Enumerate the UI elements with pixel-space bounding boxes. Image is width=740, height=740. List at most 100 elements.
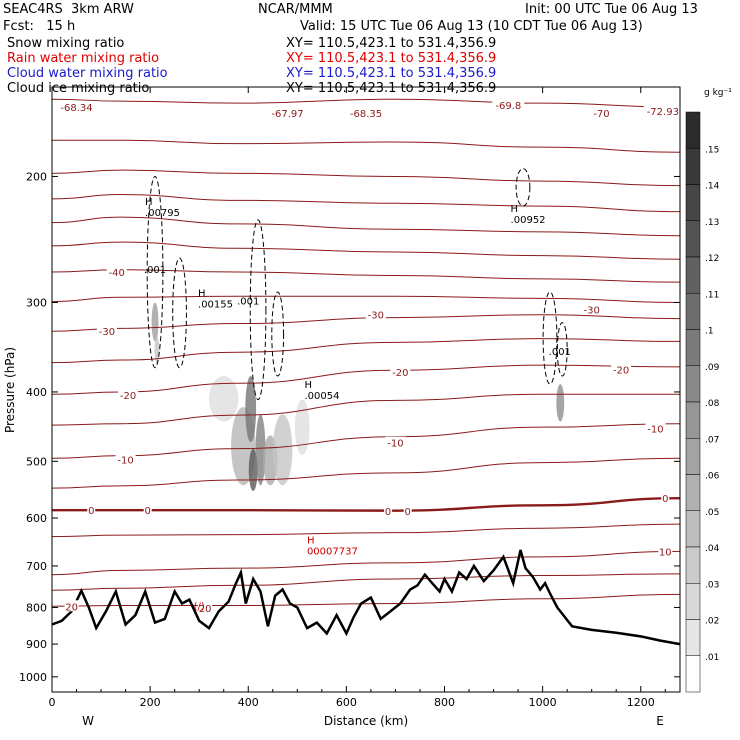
colorbar: .01 .02 .03 .04 .05 .06 .07 .08 .09 .1 .11 .12 .13 .1…	[685, 111, 720, 693]
ice-contour-2	[249, 219, 267, 401]
ice-contour-5	[542, 291, 558, 385]
colorbar-swatch-4	[685, 256, 701, 294]
temp-contour-label-5: -72.93	[647, 107, 679, 118]
shading-cell-0	[151, 302, 159, 342]
colorbar-swatch-3	[685, 220, 701, 258]
isotherm--70	[51, 98, 681, 108]
colorbar-label-7: .08	[705, 399, 720, 409]
ice-contour-1	[172, 257, 187, 369]
extremum-value-1: .00155	[198, 300, 233, 311]
colorbar-label-6: .07	[705, 435, 719, 445]
isotherm-5	[51, 523, 681, 538]
x-tick-label-600: 600	[336, 696, 357, 709]
colorbar-label-3: .04	[705, 544, 720, 554]
contour-labels: -68.34 -67.97 -68.35 -69.8 -70 -72.93 -40 -30 -3…	[57, 99, 682, 615]
shading-cell-2	[209, 376, 239, 422]
y-tick-label-200: 200	[26, 170, 47, 183]
forecast-hour: Fcst: 15 h	[3, 19, 76, 34]
temp-contour-label-23: 20	[199, 604, 212, 615]
field-xy-cloud-water: XY= 110.5,423.1 to 531.4,356.9	[286, 66, 497, 81]
plot-frame	[51, 86, 681, 693]
temp-contour-label-21: 10	[659, 547, 672, 558]
temp-contour-label-18: 0	[385, 507, 391, 518]
temp-label-bg-12	[611, 363, 632, 375]
x-tick-label-800: 800	[434, 696, 455, 709]
y-tick-label-800: 800	[26, 601, 47, 614]
isotherm--30	[51, 314, 681, 332]
model-title: SEAC4RS 3km ARW	[3, 2, 134, 17]
colorbar-label-13: .14	[705, 182, 720, 192]
temp-contour-label-14: -10	[387, 439, 403, 450]
isotherm--25	[51, 338, 681, 364]
y-tick-label-500: 500	[26, 455, 47, 468]
colorbar-label-4: .05	[705, 508, 719, 518]
y-tick-label-300: 300	[26, 297, 47, 310]
colorbar-label-11: .12	[705, 254, 719, 264]
isotherm--60	[51, 169, 681, 187]
extremum-mark-2: H	[304, 380, 312, 391]
rain-contour-label-0: (/)	[194, 601, 205, 612]
x-tick-label-1200: 1200	[627, 696, 655, 709]
colorbar-unit: g kg⁻¹	[704, 88, 732, 98]
ice-contour-0	[146, 175, 164, 369]
field-xy-rain: XY= 110.5,423.1 to 531.4,356.9	[286, 51, 497, 66]
isotherm--35	[51, 295, 681, 304]
shading-cell-1	[154, 336, 160, 364]
temp-label-bg-14	[385, 436, 406, 448]
extremum-value-0: .00795	[145, 208, 180, 219]
extremum-mark-0: H	[145, 197, 153, 208]
x-tick-label-200: 200	[140, 696, 161, 709]
temp-label-bg-9	[581, 303, 602, 315]
valid-time: Valid: 15 UTC Tue 06 Aug 13 (10 CDT Tue …	[300, 19, 643, 34]
isotherm-15	[51, 573, 681, 591]
y-tick-label-1000: 1000	[19, 671, 47, 684]
extremum-value-4: 00007737	[307, 546, 358, 557]
shading-cell-10	[556, 384, 565, 422]
field-label-cloud-water: Cloud water mixing ratio	[7, 66, 168, 81]
isotherm--65	[52, 139, 681, 153]
shading-cell-4	[245, 376, 257, 443]
extremum-mark-1: H	[198, 289, 206, 300]
temp-contour-label-12: -20	[613, 365, 629, 376]
ice-contour-label-2: .001	[549, 347, 571, 358]
y-tick-label-400: 400	[26, 386, 47, 399]
institution: NCAR/MMM	[258, 2, 333, 17]
colorbar-label-0: .01	[705, 653, 719, 663]
temp-contour-label-17: 0	[144, 506, 150, 517]
temp-label-bg-0	[57, 101, 96, 113]
colorbar-label-9: .1	[705, 327, 714, 337]
extremum-mark-4: H	[307, 535, 315, 546]
isotherm--55	[51, 194, 681, 213]
temp-contour-label-16: 0	[88, 506, 94, 517]
temp-contour-label-15: -10	[647, 425, 663, 436]
colorbar-swatch-11	[685, 510, 701, 548]
temp-label-bg-15	[645, 422, 666, 434]
colorbar-swatch-12	[685, 546, 701, 584]
plot-background	[52, 87, 680, 692]
colorbar-swatch-10	[685, 474, 701, 511]
ice-contour-3	[271, 291, 285, 377]
field-label-snow: Snow mixing ratio	[7, 36, 125, 51]
isotherm--50	[51, 216, 681, 237]
temp-contour-label-22: 20	[65, 602, 78, 613]
temp-label-bg-8	[365, 308, 386, 320]
colorbar-swatch-15	[685, 655, 701, 693]
colorbar-swatch-9	[685, 438, 701, 475]
y-tick-label-700: 700	[26, 560, 47, 573]
y-axis-label: Pressure (hPa)	[3, 347, 17, 433]
colorbar-label-1: .02	[705, 617, 719, 627]
temp-label-bg-19	[403, 505, 412, 517]
x-axis: 0 200 400 600 800 1000 1200	[49, 87, 666, 709]
colorbar-swatch-14	[685, 619, 701, 656]
x-tick-label-0: 0	[49, 696, 56, 709]
temp-label-bg-1	[268, 106, 307, 118]
shading-cell-9	[294, 399, 310, 456]
shading-cell-8	[272, 414, 293, 486]
temp-label-bg-4	[591, 106, 612, 118]
temp-label-bg-11	[390, 365, 411, 377]
colorbar-label-14: .15	[705, 145, 719, 155]
ice-contour-6	[556, 322, 568, 377]
temp-label-bg-22	[64, 600, 79, 612]
temp-contour-label-1: -67.97	[271, 109, 303, 120]
west-label: W	[82, 714, 94, 728]
